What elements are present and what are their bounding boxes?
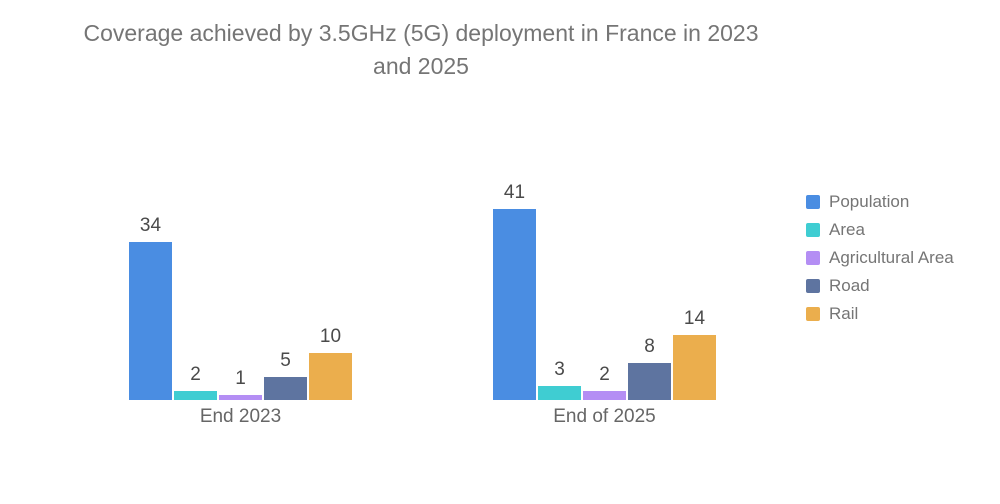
bar-rail [673,335,716,400]
legend-label: Agricultural Area [829,248,954,267]
legend-label: Road [829,276,870,295]
bar-value-label: 2 [190,364,201,385]
bar-cell-agricultural-area: 2 [583,365,626,400]
legend-item-population: Population [806,191,954,212]
bar-population [129,242,172,400]
bar-value-label: 5 [280,350,291,371]
bar-cell-area: 2 [174,365,217,400]
bar-cell-area: 3 [538,360,581,400]
bar-road [628,363,671,400]
bar-value-label: 10 [319,326,342,347]
bar-agricultural-area [583,391,626,400]
x-axis-label-end-of-2025: End of 2025 [553,406,656,427]
x-axis-label-end-2023: End 2023 [199,406,282,427]
legend-item-area: Area [806,219,954,240]
bar-rail [309,353,352,400]
bar-area [538,386,581,400]
bar-value-label: 2 [599,364,610,385]
bar-road [264,377,307,400]
bar-cell-population: 41 [493,183,536,400]
bar-value-label: 41 [503,182,526,203]
bar-value-label: 34 [139,215,162,236]
chart-title: Coverage achieved by 3.5GHz (5G) deploym… [41,17,801,83]
bar-value-label: 14 [683,308,706,329]
legend-item-agricultural-area: Agricultural Area [806,247,954,268]
legend: Population Area Agricultural Area Road Rail [806,191,954,324]
bar-cell-agricultural-area: 1 [219,369,262,400]
bar-group-end-2023: 34 2 1 5 10 [129,216,352,400]
bar-value-label: 3 [554,359,565,380]
legend-label: Rail [829,304,859,323]
bar-area [174,391,217,400]
legend-swatch-icon [806,194,820,209]
legend-item-rail: Rail [806,303,954,324]
bar-value-label: 1 [235,368,246,389]
bar-agricultural-area [219,395,262,400]
bar-cell-population: 34 [129,216,172,400]
bar-value-label: 8 [644,336,655,357]
chart-title-line1: Coverage achieved by 3.5GHz (5G) deploym… [83,20,759,46]
bar-cell-rail: 10 [309,327,352,400]
legend-item-road: Road [806,275,954,296]
legend-label: Area [829,220,865,239]
bar-group-end-of-2025: 41 3 2 8 14 [493,183,716,400]
bar-cell-rail: 14 [673,309,716,400]
legend-swatch-icon [806,278,820,293]
bar-population [493,209,536,400]
plot-area: 34 2 1 5 10 41 3 2 8 14 [129,183,716,400]
bar-cell-road: 8 [628,337,671,400]
legend-swatch-icon [806,306,820,321]
legend-swatch-icon [806,222,820,237]
chart-title-line2: and 2025 [373,53,469,79]
legend-label: Population [829,192,910,211]
bar-cell-road: 5 [264,351,307,400]
legend-swatch-icon [806,250,820,265]
